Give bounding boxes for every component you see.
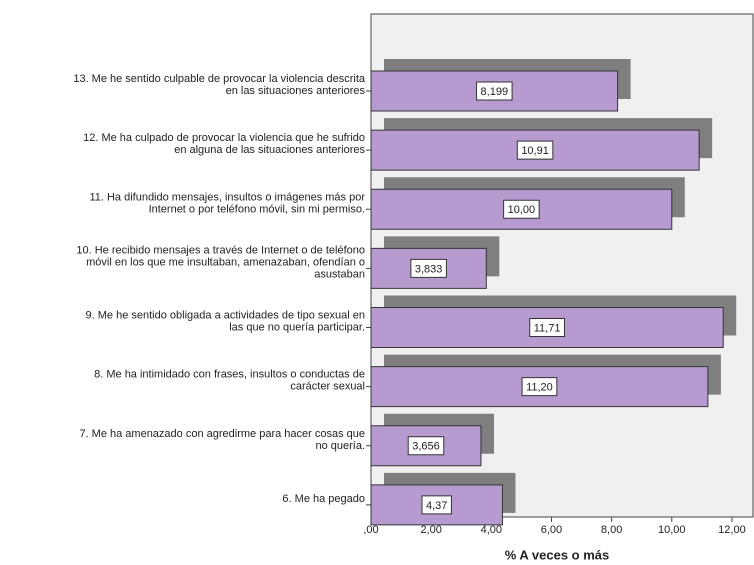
x-tick-label: 6,00 [541,524,562,536]
value-label: 10,91 [521,145,549,157]
y-tick-label: 7. Me ha amenazado con agredirme para ha… [79,428,365,452]
x-tick-label: 2,00 [420,524,441,536]
value-label-box [521,377,558,397]
y-tick-label: 13. Me he sentido culpable de provocar l… [73,73,366,97]
value-label-box [516,140,554,160]
x-tick-label: 10,00 [658,524,686,536]
value-label: 3,656 [412,441,440,453]
value-label: 3,833 [415,263,443,275]
value-label: 11,20 [526,382,553,394]
value-label: 11,71 [534,322,561,334]
value-label-box [421,495,452,515]
value-label: 8,199 [481,86,509,98]
value-label-box [476,81,513,101]
x-tick-label: 12,00 [718,524,746,536]
y-tick-label: 9. Me he sentido obligada a actividades … [86,309,365,333]
value-label-box [407,436,445,456]
x-tick-label: ,00 [363,524,378,536]
x-tick-label: 8,00 [601,524,622,536]
y-tick-label: 12. Me ha culpado de provocar la violenc… [83,132,365,156]
value-label-box [529,318,565,337]
bar [370,307,724,348]
value-label-box [503,199,540,219]
y-tick-label: 10. He recibido mensajes a través de Int… [76,244,365,280]
value-label-box [410,258,447,278]
y-tick-label: 8. Me ha intimidado con frases, insultos… [94,369,365,393]
y-tick-label: 6. Me ha pegado [282,493,365,505]
value-label: 4,37 [426,500,447,512]
y-tick-label: 11. Ha difundido mensajes, insultos o im… [89,191,365,215]
x-tick-label: 4,00 [481,524,502,536]
value-label: 10,00 [508,204,536,216]
x-axis-title: % A veces o más [505,547,610,562]
